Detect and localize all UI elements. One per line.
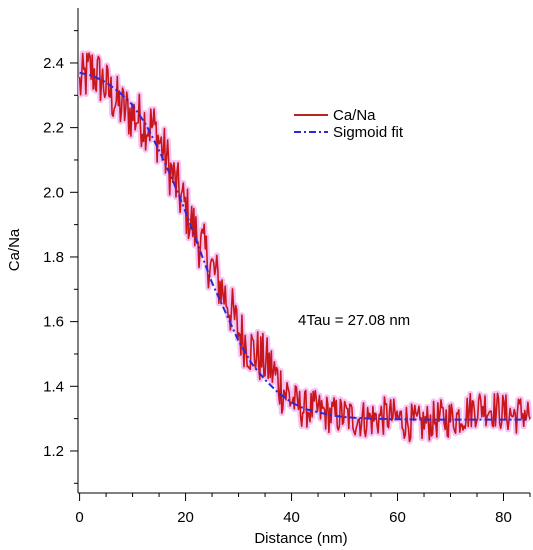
y-tick-label: 2.0 — [43, 184, 64, 201]
x-ticks: 0 20 40 60 80 — [75, 493, 531, 526]
series-sigmoid-fit-line — [79, 71, 530, 421]
x-tick-label: 0 — [75, 509, 83, 526]
y-tick-label: 2.4 — [43, 55, 64, 72]
y-tick-label: 1.8 — [43, 249, 64, 266]
x-tick-label: 20 — [177, 509, 194, 526]
x-tick-label: 60 — [389, 509, 406, 526]
y-axis-label: Ca/Na — [6, 228, 23, 271]
y-tick-label: 1.2 — [43, 443, 64, 460]
y-ticks: 1.2 1.4 1.6 1.8 2.0 2.2 2.4 — [43, 30, 78, 484]
legend-label-ca-na: Ca/Na — [333, 107, 376, 124]
series-ca-na-line — [78, 52, 531, 443]
x-tick-label: 40 — [283, 509, 300, 526]
y-tick-label: 2.2 — [43, 120, 64, 137]
y-tick-label: 1.4 — [43, 378, 64, 395]
series-ca-na-glow — [78, 50, 532, 445]
y-tick-label: 1.6 — [43, 314, 64, 331]
legend: Ca/Na Sigmoid fit — [294, 107, 404, 141]
x-axis-label: Distance (nm) — [254, 530, 347, 547]
series-layer — [78, 50, 532, 445]
legend-label-sigmoid-fit: Sigmoid fit — [333, 124, 404, 141]
x-tick-label: 80 — [495, 509, 512, 526]
annotation-4tau: 4Tau = 27.08 nm — [298, 312, 410, 329]
